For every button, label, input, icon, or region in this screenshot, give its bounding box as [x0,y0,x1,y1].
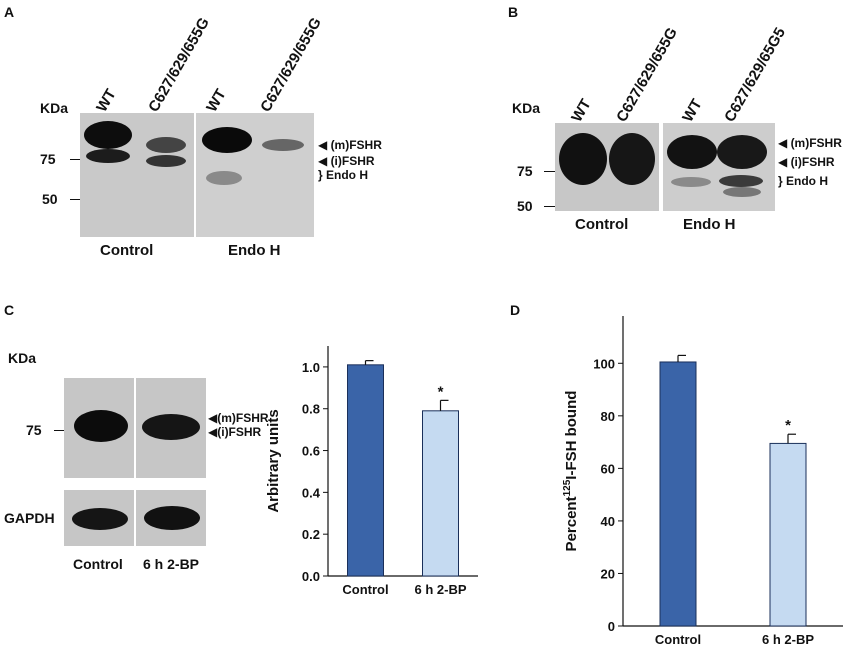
panel-a-blot-control [80,113,194,237]
panel-a-kda-label: KDa [40,100,69,116]
panel-c-mfshr-label: ◀(m)FSHR [208,411,269,425]
chart-c-ytick-label-3: 0.6 [302,444,320,459]
panel-a-blot-endoh [196,113,314,237]
panel-c-marker-75: 75 [26,422,42,438]
chart-c-significance-1: * [438,383,444,400]
panel-c-ifshr-label: ◀(i)FSHR [208,425,262,439]
chart-c-bar-1 [422,410,459,577]
chart-d-bar-1 [769,442,807,627]
panel-b-lane-wt-control: WT [568,96,595,125]
chart-c-ytick-label-1: 0.2 [302,527,320,542]
panel-a-group-endoh: Endo H [228,242,281,259]
panel-b-lane-mutant-control: C627/629/655G [613,24,681,125]
chart-c-ytick-label-2: 0.4 [302,485,321,500]
chart-d-ytick-label-1: 20 [601,566,615,581]
panel-c-blot-2bp [136,378,206,478]
panel-a-lane-mutant-control: C627/629/655G [145,14,213,115]
chart-c-bar-0 [347,364,384,577]
panel-c-gapdh-control [64,490,134,546]
chart-d-ytick-label-3: 60 [601,461,615,476]
panel-b-lane-mutant-endoh: C627/629/65G5 [721,24,789,125]
panel-a-ifshr-label: ◀ (i)FSHR [318,154,375,168]
chart-d-category-1: 6 h 2-BP [762,632,814,647]
chart-c-category-1: 6 h 2-BP [414,582,466,597]
panel-b-letter: B [508,4,519,20]
chart-d-ytick-label-5: 100 [593,356,615,371]
panel-a-lane-wt-control: WT [93,86,120,115]
panel-c-gapdh-2bp [136,490,206,546]
chart-d-ytick-label-4: 80 [601,409,615,424]
chart-c-ytick-label-0: 0.0 [302,569,320,584]
panel-b-ifshr-label: ◀ (i)FSHR [778,155,835,169]
chart-d-significance-1: * [785,417,791,434]
panel-a-marker-50: 50 [42,191,58,207]
panel-a-lane-mutant-endoh: C627/629/655G [257,14,325,115]
panel-b-marker-75: 75 [517,163,533,179]
panel-b-blot-control [555,123,659,211]
panel-b-mfshr-label: ◀ (m)FSHR [778,136,842,150]
panel-c-letter: C [4,302,15,318]
panel-b-group-endoh: Endo H [683,216,736,233]
panel-c-gapdh-label: GAPDH [4,510,55,526]
panel-b-group-control: Control [575,216,629,233]
chart-c-category-0: Control [342,582,388,597]
panel-b-lane-wt-endoh: WT [679,96,706,125]
panel-c-group-control: Control [73,556,123,572]
panel-a-group-control: Control [100,242,154,259]
chart-d-bar-0 [659,361,697,627]
panel-a-lane-wt-endoh: WT [203,86,230,115]
panel-a-mfshr-label: ◀ (m)FSHR [318,138,382,152]
panel-a-marker-75: 75 [40,151,56,167]
panel-c-kda-label: KDa [8,350,37,366]
panel-b-kda-label: KDa [512,100,541,116]
panel-b-endoh-label: } Endo H [778,174,829,188]
panel-a-endoh-label: } Endo H [318,168,369,182]
panel-d-letter: D [510,302,521,318]
chart-c-ytick-label-4: 0.8 [302,402,320,417]
chart-d-ylabel: Percent125I-FSH bound [562,391,580,552]
chart-d-category-0: Control [655,632,701,647]
chart-d-ytick-label-0: 0 [608,619,615,634]
panel-c-blot-control [64,378,134,478]
chart-c-ytick-label-5: 1.0 [302,360,320,375]
chart-d-ytick-label-2: 40 [601,514,615,529]
panel-b-blot-endoh [663,123,775,211]
panel-b-marker-50: 50 [517,198,533,214]
panel-c-group-2bp: 6 h 2-BP [143,556,200,572]
panel-a-letter: A [4,4,15,20]
